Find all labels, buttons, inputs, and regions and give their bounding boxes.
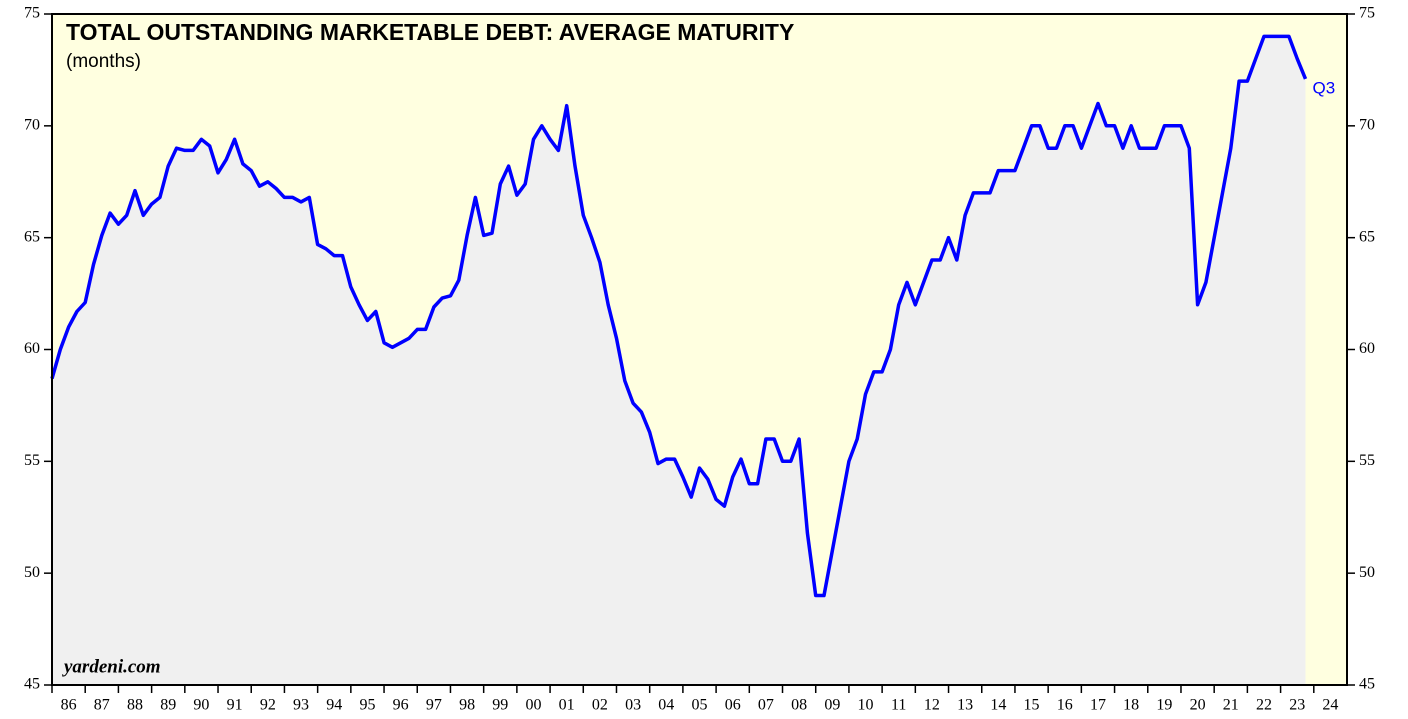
x-tick-label: 09 <box>824 697 840 714</box>
x-tick-label: 86 <box>61 697 77 714</box>
x-tick-label: 99 <box>492 697 508 714</box>
y2-tick-label: 70 <box>1359 117 1375 134</box>
x-tick-label: 23 <box>1289 697 1305 714</box>
y-tick-label: 75 <box>24 5 40 22</box>
x-tick-label: 91 <box>227 697 243 714</box>
y2-tick-label: 60 <box>1359 340 1375 357</box>
plot-layer <box>50 14 1347 685</box>
x-tick-label: 06 <box>725 697 741 714</box>
x-tick-label: 17 <box>1090 697 1106 714</box>
annotation: Q3 <box>1312 78 1335 97</box>
x-tick-label: 20 <box>1190 697 1206 714</box>
x-tick-label: 98 <box>459 697 475 714</box>
x-tick-label: 21 <box>1223 697 1239 714</box>
x-tick-label: 14 <box>990 697 1006 714</box>
y2-tick-label: 65 <box>1359 228 1375 245</box>
x-tick-label: 87 <box>94 697 110 714</box>
x-tick-label: 19 <box>1156 697 1172 714</box>
area <box>52 36 1306 685</box>
x-tick-label: 16 <box>1057 697 1073 714</box>
x-tick-label: 93 <box>293 697 309 714</box>
line <box>50 34 1308 598</box>
y-tick-label: 65 <box>24 228 40 245</box>
x-tick-label: 11 <box>891 697 906 714</box>
x-tick-label: 88 <box>127 697 143 714</box>
x-tick-label: 08 <box>791 697 807 714</box>
x-tick-label: 12 <box>924 697 940 714</box>
chart-subtitle: (months) <box>66 51 141 72</box>
x-tick-label: 89 <box>160 697 176 714</box>
x-tick-label: 04 <box>658 697 674 714</box>
x-tick-label: 94 <box>326 697 342 714</box>
y-tick-label: 45 <box>24 676 40 693</box>
x-tick-label: 92 <box>260 697 276 714</box>
x-tick-label: 00 <box>525 697 541 714</box>
x-tick-label: 02 <box>592 697 608 714</box>
y-tick-label: 55 <box>24 452 40 469</box>
x-tick-label: 95 <box>359 697 375 714</box>
y2-tick-label: 50 <box>1359 564 1375 581</box>
x-tick-label: 05 <box>692 697 708 714</box>
chart-title: TOTAL OUTSTANDING MARKETABLE DEBT: AVERA… <box>66 19 794 45</box>
x-tick-label: 07 <box>758 697 774 714</box>
x-tick-label: 15 <box>1024 697 1040 714</box>
x-tick-label: 10 <box>858 697 874 714</box>
x-tick-label: 90 <box>193 697 209 714</box>
y-tick-label: 60 <box>24 340 40 357</box>
y2-tick-label: 45 <box>1359 676 1375 693</box>
x-tick-label: 03 <box>625 697 641 714</box>
x-tick-label: 22 <box>1256 697 1272 714</box>
x-tick-label: 24 <box>1322 697 1338 714</box>
x-tick-label: 97 <box>426 697 442 714</box>
x-tick-label: 18 <box>1123 697 1139 714</box>
y2-tick-label: 55 <box>1359 452 1375 469</box>
x-tick-label: 96 <box>393 697 409 714</box>
source-label: yardeni.com <box>62 656 161 677</box>
y2-tick-label: 75 <box>1359 5 1375 22</box>
y-tick-label: 70 <box>24 117 40 134</box>
x-tick-label: 13 <box>957 697 973 714</box>
y-tick-label: 50 <box>24 564 40 581</box>
x-tick-label: 01 <box>559 697 575 714</box>
